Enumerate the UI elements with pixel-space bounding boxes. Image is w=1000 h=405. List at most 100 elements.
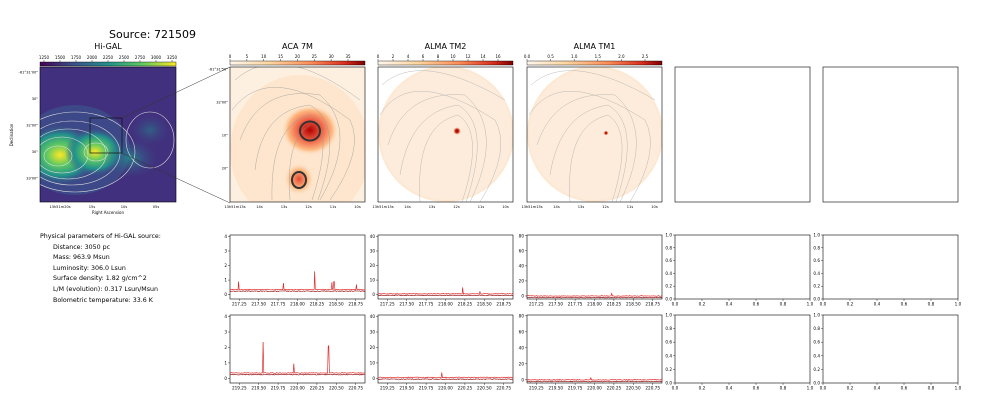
ytick-label: 2 bbox=[224, 263, 227, 268]
xtick-label: 217.25 bbox=[380, 302, 395, 307]
alma-images: 0 5 10 15 20 25 30 35 0 2 4 6 8 10 12 14 16 0.0 0.5 1.0 1.5 2… bbox=[209, 54, 959, 209]
ytick-label: 60 bbox=[519, 248, 525, 253]
spectrum-tm1-row1-series-overlay bbox=[526, 292, 663, 297]
xtick-label: 218.25 bbox=[310, 302, 325, 307]
aca7m-cb-tick-label: 20 bbox=[295, 54, 301, 59]
ytick-label: 80 bbox=[519, 233, 525, 238]
spectrum-tm1-row2-series-overlay bbox=[526, 377, 663, 381]
xtick-label: 217.50 bbox=[251, 302, 266, 307]
higal-cb-tick-label: 3250 bbox=[167, 55, 178, 60]
spectrum-tm2-row2-frame bbox=[377, 314, 514, 384]
higal-ytick-label: 30" bbox=[32, 150, 39, 154]
aca7m-image bbox=[230, 67, 365, 202]
xtick-label: 220.00 bbox=[587, 386, 602, 391]
xtick-label: 220.25 bbox=[607, 386, 622, 391]
xtick-label: 0.0 bbox=[672, 386, 679, 391]
higal-cb-tick-label: 1250 bbox=[39, 55, 50, 60]
higal-ytick-label: 32'00" bbox=[26, 124, 38, 128]
empty-row2-b-frame bbox=[822, 314, 959, 384]
ytick-label: 0.8 bbox=[813, 245, 820, 250]
spectrum-tm1-row1-series-lower bbox=[526, 296, 663, 299]
aca7m-cb-tick-label: 10 bbox=[261, 54, 267, 59]
ytick-label: 20 bbox=[519, 278, 525, 283]
aca7m-cb-tick-label: 25 bbox=[312, 54, 318, 59]
higal-cb-tick-label: 2000 bbox=[87, 55, 98, 60]
zoom-connector-lines bbox=[121, 66, 231, 204]
ytick-label: 10 bbox=[370, 360, 376, 365]
xtick-label: 0.6 bbox=[753, 302, 760, 307]
image-ytick-label: -61°31'50" bbox=[209, 68, 229, 72]
xtick-label: 218.25 bbox=[458, 302, 473, 307]
ytick-label: 0.8 bbox=[813, 326, 820, 331]
xtick-label: 220.50 bbox=[477, 386, 492, 391]
tm1-title: ALMA TM1 bbox=[573, 42, 616, 51]
higal-xtick-label: 05s bbox=[153, 205, 160, 209]
ytick-label: 3 bbox=[224, 249, 227, 254]
higal-ytick-label: 30" bbox=[32, 97, 39, 101]
tm2-cb-tick-label: 6 bbox=[422, 54, 425, 59]
empty-row1-a: 0.0 0.2 0.4 0.6 0.8 1.0 0.0 0.2 0.4 0.6 0.8 1.0 bbox=[665, 233, 813, 307]
xtick-label: 220.00 bbox=[290, 386, 305, 391]
ytick-label: 1 bbox=[224, 278, 227, 283]
image-xtick-label: 11s bbox=[330, 205, 337, 209]
ytick-label: 4 bbox=[224, 314, 227, 319]
tm2-image bbox=[378, 67, 513, 202]
xtick-label: 218.00 bbox=[290, 302, 305, 307]
zoom-region-box bbox=[89, 117, 123, 154]
ytick-label: 0.6 bbox=[813, 340, 820, 345]
tm2-cb-tick-label: 10 bbox=[450, 54, 456, 59]
param-mass: Mass: 963.9 Msun bbox=[53, 254, 110, 262]
xtick-label: 217.50 bbox=[399, 302, 414, 307]
ytick-label: 0 bbox=[224, 292, 227, 297]
xtick-label: 0.0 bbox=[820, 386, 827, 391]
spectrum-tm1-row2: 219.25 219.50 219.75 220.00 220.25 220.50 220.… bbox=[519, 313, 663, 391]
spectrum-aca7m-row2-series-lower bbox=[229, 373, 365, 376]
xtick-label: 217.50 bbox=[548, 302, 563, 307]
xtick-label: 0.8 bbox=[780, 386, 787, 391]
xtick-label: 218.00 bbox=[438, 302, 453, 307]
image-xtick-label: 14s bbox=[404, 205, 411, 209]
xtick-label: 219.75 bbox=[271, 386, 286, 391]
aca7m-cb-tick-label: 0 bbox=[229, 54, 232, 59]
spectrum-tm2-row1-frame bbox=[377, 234, 514, 300]
xtick-label: 220.25 bbox=[310, 386, 325, 391]
xtick-label: 220.25 bbox=[458, 386, 473, 391]
spectrum-tm2-row2-series-lower bbox=[378, 378, 514, 380]
ytick-label: 0.4 bbox=[665, 353, 672, 358]
higal-ytick-label: 33'00" bbox=[26, 177, 38, 181]
image-xtick-label: 12s bbox=[305, 205, 312, 209]
ytick-label: 0 bbox=[224, 376, 227, 381]
xtick-label: 1.0 bbox=[955, 302, 962, 307]
image-xtick-label: 13h51m15s bbox=[521, 205, 542, 209]
ytick-label: 0.2 bbox=[813, 367, 820, 372]
higal-cb-tick-label: 1500 bbox=[55, 55, 66, 60]
ytick-label: 0.6 bbox=[813, 258, 820, 263]
higal-colorbar-ticks: 1250 1500 1750 2000 2250 2500 2750 3000 3250 bbox=[39, 55, 178, 62]
spectrum-tm2-row1-series-overlay bbox=[377, 287, 514, 295]
spectrum-aca7m-row2-series-overlay bbox=[229, 341, 366, 374]
xtick-label: 1.0 bbox=[955, 386, 962, 391]
xtick-label: 1.0 bbox=[807, 386, 814, 391]
tm2-cb-tick-label: 12 bbox=[465, 54, 471, 59]
ytick-label: 2 bbox=[224, 345, 227, 350]
ytick-label: 40 bbox=[519, 263, 525, 268]
xtick-label: 0.8 bbox=[780, 302, 787, 307]
tm1-cb-tick-label: 2.5 bbox=[642, 54, 649, 59]
ytick-label: 0.4 bbox=[665, 271, 672, 276]
xtick-label: 0.8 bbox=[928, 302, 935, 307]
param-luminosity: Luminosity: 306.0 Lsun bbox=[53, 264, 126, 272]
ytick-label: 0.6 bbox=[665, 258, 672, 263]
ytick-label: 1.0 bbox=[665, 313, 672, 318]
ytick-label: 10 bbox=[370, 278, 376, 283]
xtick-label: 0.4 bbox=[874, 386, 881, 391]
xtick-label: 217.25 bbox=[232, 302, 247, 307]
image-ytick-label: 10" bbox=[222, 134, 229, 138]
xtick-label: 218.75 bbox=[496, 302, 511, 307]
ytick-label: 0.8 bbox=[665, 326, 672, 331]
tm2-colorbar bbox=[377, 60, 514, 66]
higal-title: Hi-GAL bbox=[94, 42, 122, 51]
higal-xtick-label: 15s bbox=[89, 205, 96, 209]
spectrum-tm2-row1: 217.25 217.50 217.75 218.00 218.25 218.50 218.… bbox=[370, 234, 514, 307]
higal-image bbox=[40, 67, 176, 202]
ytick-label: 0.8 bbox=[665, 245, 672, 250]
